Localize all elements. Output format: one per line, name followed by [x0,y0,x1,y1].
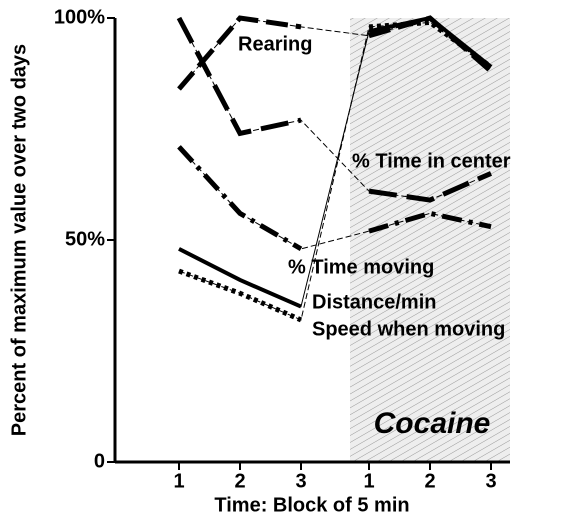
series-segment [368,15,493,69]
series-segment [368,210,492,234]
y-axis-label: Percent of maximum value over two days [8,44,30,436]
x-tick-label: 2 [424,470,435,492]
x-tick-label: 2 [234,470,245,492]
x-tick-label: 1 [173,470,184,492]
series-label: % Time in center [352,150,511,172]
series-segment [178,247,302,309]
series-label: Rearing [238,33,312,55]
y-tick-label: 50% [65,228,105,250]
y-tick-label: 0 [94,450,105,472]
x-tick-label: 3 [295,470,306,492]
series-line [178,146,492,250]
series-segment [368,171,493,203]
series-label: % Time moving [288,256,434,278]
series-segment [177,15,302,91]
series-segment [176,16,302,137]
x-axis-label: Time: Block of 5 min [214,494,409,516]
series-line [178,17,492,201]
annotation: Cocaine [374,407,491,440]
series-label: Speed when moving [312,318,505,340]
series-segment [177,145,303,252]
series-label: Distance/min [312,291,436,313]
y-tick-label: 100% [54,6,105,28]
x-tick-label: 3 [485,470,496,492]
cocaine-region [350,18,510,462]
x-tick-label: 1 [363,470,374,492]
series-segment [178,268,303,323]
